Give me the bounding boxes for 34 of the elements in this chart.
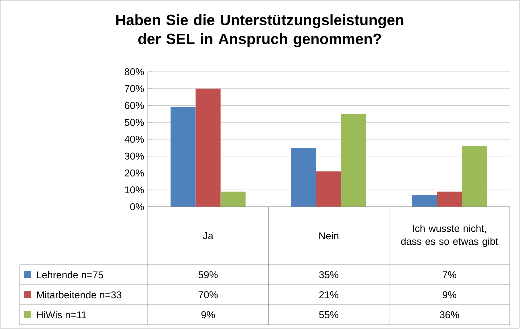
data-label: 59%: [198, 271, 218, 279]
bar: [170, 107, 196, 207]
bar: [220, 192, 246, 207]
data-label: 36%: [440, 311, 460, 319]
legend-label: Mitarbeitende n=33: [37, 291, 122, 299]
y-tick-label: 0%: [130, 203, 144, 211]
y-tick-label: 80%: [124, 68, 144, 76]
y-tick-label: 70%: [125, 85, 144, 92]
legend-label: Lehrende n=75: [37, 271, 104, 279]
data-label: 35%: [319, 271, 339, 279]
x-tick-label: Nein: [320, 232, 339, 240]
data-label: 55%: [319, 311, 339, 318]
data-label: 9%: [442, 291, 457, 299]
x-tick-label: Ich wusste nicht, dass es so etwas gibt: [401, 224, 498, 248]
bar: [316, 172, 342, 207]
y-tick-label: 30%: [124, 152, 144, 160]
bar: [196, 88, 221, 207]
y-tick-label: 10%: [125, 186, 144, 194]
y-tick-label: 20%: [125, 170, 144, 177]
bar: [342, 114, 367, 207]
y-tick-label: 60%: [125, 102, 144, 110]
y-tick-label: 40%: [124, 136, 144, 144]
y-tick-label: 50%: [124, 119, 144, 126]
data-label: 7%: [442, 272, 457, 278]
bar: [462, 146, 488, 207]
data-label: 9%: [202, 311, 216, 319]
bar: [437, 192, 462, 207]
data-label: 21%: [320, 291, 339, 299]
x-tick-label: Ja: [203, 232, 214, 240]
bar: [412, 195, 438, 207]
chart-title: Haben Sie die Unterstützungsleistungen der SEL in Anspruch genommen?: [116, 14, 404, 48]
data-label: 70%: [198, 291, 218, 299]
bar: [292, 148, 317, 207]
legend-label: HiWis n=11: [37, 311, 87, 319]
